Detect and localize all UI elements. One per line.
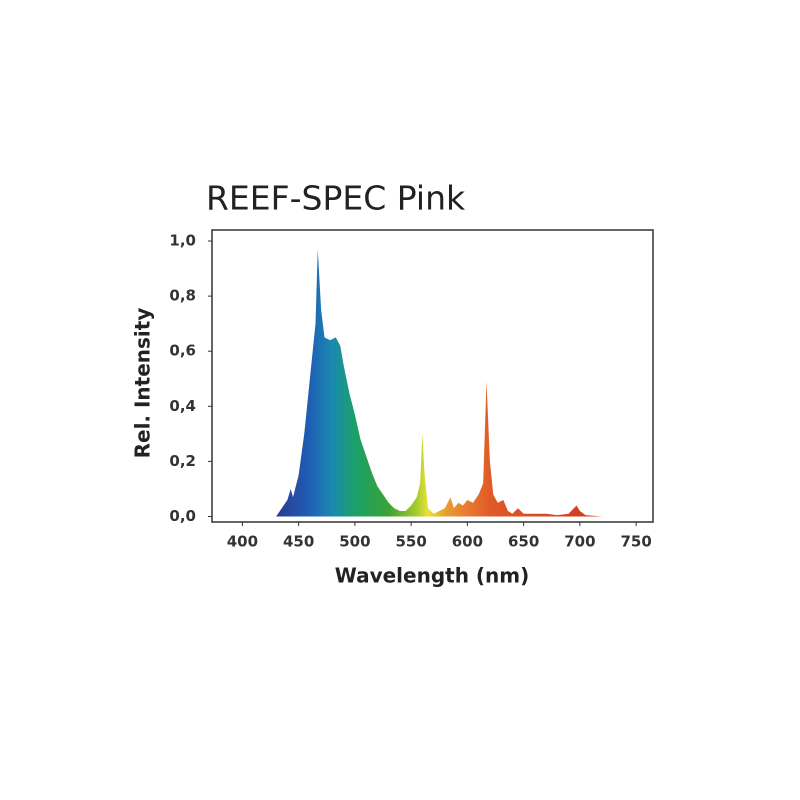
y-axis-label: Rel. Intensity bbox=[131, 308, 155, 459]
y-tick-label: 0,8 bbox=[169, 287, 196, 305]
y-tick-label: 0,6 bbox=[169, 342, 196, 360]
x-tick-label: 650 bbox=[508, 533, 539, 551]
plot-frame bbox=[211, 229, 654, 523]
x-tick-label: 450 bbox=[283, 533, 314, 551]
x-tick-label: 550 bbox=[395, 533, 426, 551]
y-tick-label: 1,0 bbox=[169, 232, 196, 250]
y-tick-label: 0,0 bbox=[169, 507, 196, 525]
spectrum-area bbox=[276, 249, 603, 517]
x-tick-label: 500 bbox=[339, 533, 370, 551]
chart-title: REEF-SPEC Pink bbox=[206, 179, 466, 218]
x-tick-label: 700 bbox=[564, 533, 595, 551]
y-tick-label: 0,2 bbox=[169, 452, 196, 470]
x-tick-label: 750 bbox=[620, 533, 651, 551]
x-tick-label: 600 bbox=[452, 533, 483, 551]
x-tick-label: 400 bbox=[227, 533, 258, 551]
x-axis-label: Wavelength (nm) bbox=[335, 564, 530, 588]
y-tick-label: 0,4 bbox=[169, 397, 196, 415]
